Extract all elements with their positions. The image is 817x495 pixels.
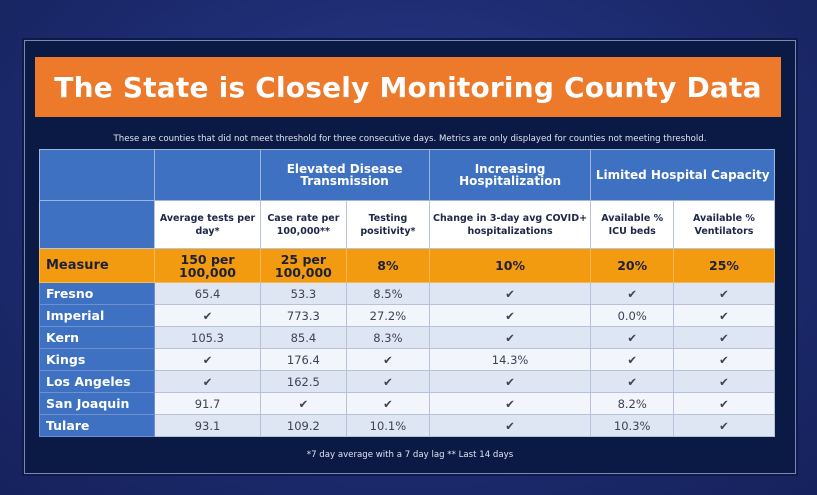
- cell-case-rate: 53.3: [259, 282, 348, 305]
- checkmark-icon: ✔: [259, 392, 348, 415]
- checkmark-icon: ✔: [672, 282, 776, 305]
- title-banner: The State is Closely Monitoring County D…: [35, 57, 781, 117]
- checkmark-icon: ✔: [672, 370, 776, 393]
- corner-cell: [38, 200, 156, 249]
- county-name: Los Angeles: [38, 370, 156, 393]
- county-name: Fresno: [38, 282, 156, 305]
- checkmark-icon: ✔: [154, 304, 261, 327]
- checkmark-icon: ✔: [346, 392, 430, 415]
- cell-change: 14.3%: [428, 348, 592, 371]
- checkmark-icon: ✔: [590, 370, 674, 393]
- subtitle: These are counties that did not meet thr…: [113, 134, 707, 144]
- checkmark-icon: ✔: [672, 304, 776, 327]
- cell-tests: 105.3: [154, 326, 261, 349]
- blank-header-cell: [154, 149, 261, 201]
- measure-tests: 150 per 100,000: [154, 248, 261, 283]
- cell-case-rate: 773.3: [259, 304, 348, 327]
- cell-case-rate: 176.4: [259, 348, 348, 371]
- checkmark-icon: ✔: [154, 370, 261, 393]
- slide: The State is Closely Monitoring County D…: [24, 40, 796, 474]
- county-name: Kern: [38, 326, 156, 349]
- table-row: Los Angeles ✔ 162.5 ✔ ✔ ✔ ✔: [38, 370, 776, 393]
- checkmark-icon: ✔: [590, 326, 674, 349]
- column-header-case-rate: Case rate per 100,000**: [259, 200, 348, 249]
- footnote: *7 day average with a 7 day lag ** Last …: [306, 450, 514, 460]
- column-header-positivity: Testing positivity*: [346, 200, 430, 249]
- table-row: Tulare 93.1 109.2 10.1% ✔ 10.3% ✔: [38, 414, 776, 437]
- cell-tests: 91.7: [154, 392, 261, 415]
- table-row: Kings ✔ 176.4 ✔ 14.3% ✔ ✔: [38, 348, 776, 371]
- checkmark-icon: ✔: [590, 282, 674, 305]
- column-header-row: Average tests per day* Case rate per 100…: [38, 200, 776, 249]
- measure-vent: 25%: [672, 248, 776, 283]
- checkmark-icon: ✔: [672, 392, 776, 415]
- table-row: Fresno 65.4 53.3 8.5% ✔ ✔ ✔: [38, 282, 776, 305]
- cell-case-rate: 85.4: [259, 326, 348, 349]
- county-name: Imperial: [38, 304, 156, 327]
- cell-tests: 65.4: [154, 282, 261, 305]
- group-header-capacity: Limited Hospital Capacity: [590, 149, 775, 201]
- county-rows: Fresno 65.4 53.3 8.5% ✔ ✔ ✔ Imperial ✔ 773.3 27.2%…: [38, 282, 776, 437]
- cell-case-rate: 109.2: [259, 414, 348, 437]
- cell-positivity: 8.3%: [346, 326, 430, 349]
- county-name: Kings: [38, 348, 156, 371]
- checkmark-icon: ✔: [154, 348, 261, 371]
- table-row: Kern 105.3 85.4 8.3% ✔ ✔ ✔: [38, 326, 776, 349]
- cell-icu: 0.0%: [590, 304, 674, 327]
- cell-case-rate: 162.5: [259, 370, 348, 393]
- column-header-tests: Average tests per day*: [154, 200, 261, 249]
- table-row: San Joaquin 91.7 ✔ ✔ ✔ 8.2% ✔: [38, 392, 776, 415]
- county-name: San Joaquin: [38, 392, 156, 415]
- checkmark-icon: ✔: [590, 348, 674, 371]
- measure-case-rate: 25 per 100,000: [259, 248, 348, 283]
- column-header-icu: Available % ICU beds: [590, 200, 674, 249]
- checkmark-icon: ✔: [428, 304, 592, 327]
- checkmark-icon: ✔: [672, 326, 776, 349]
- checkmark-icon: ✔: [672, 348, 776, 371]
- checkmark-icon: ✔: [346, 348, 430, 371]
- group-header-disease: Elevated Disease Transmission: [259, 149, 430, 201]
- cell-positivity: 8.5%: [346, 282, 430, 305]
- corner-cell: [38, 149, 156, 201]
- cell-tests: 93.1: [154, 414, 261, 437]
- cell-icu: 8.2%: [590, 392, 674, 415]
- group-header-row: Elevated Disease Transmission Increasing…: [38, 149, 775, 201]
- cell-positivity: 27.2%: [346, 304, 430, 327]
- column-header-vent: Available % Ventilators: [672, 200, 776, 249]
- checkmark-icon: ✔: [428, 326, 592, 349]
- measure-row: Measure 150 per 100,000 25 per 100,000 8…: [38, 248, 776, 283]
- page-title: The State is Closely Monitoring County D…: [54, 70, 762, 104]
- measure-change: 10%: [428, 248, 592, 283]
- county-data-table: Elevated Disease Transmission Increasing…: [38, 149, 776, 437]
- table-row: Imperial ✔ 773.3 27.2% ✔ 0.0% ✔: [38, 304, 776, 327]
- checkmark-icon: ✔: [346, 370, 430, 393]
- cell-icu: 10.3%: [590, 414, 674, 437]
- county-name: Tulare: [38, 414, 156, 437]
- checkmark-icon: ✔: [428, 392, 592, 415]
- checkmark-icon: ✔: [428, 370, 592, 393]
- measure-icu: 20%: [590, 248, 674, 283]
- checkmark-icon: ✔: [428, 414, 592, 437]
- checkmark-icon: ✔: [672, 414, 776, 437]
- measure-label: Measure: [38, 248, 156, 283]
- cell-positivity: 10.1%: [346, 414, 430, 437]
- column-header-change: Change in 3-day avg COVID+ hospitalizati…: [428, 200, 592, 249]
- checkmark-icon: ✔: [428, 282, 592, 305]
- group-header-hospitalization: Increasing Hospitalization: [428, 149, 592, 201]
- measure-positivity: 8%: [346, 248, 430, 283]
